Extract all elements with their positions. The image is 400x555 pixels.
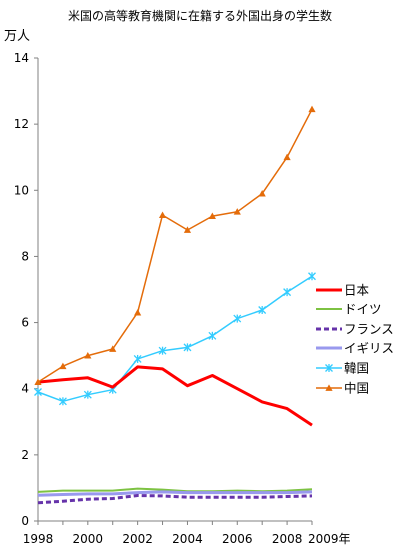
y-tick-label: 0: [21, 514, 29, 528]
y-axis-ticks: 0 2 4 6 8 10 12 14: [14, 51, 38, 528]
chart-title: 米国の高等教育機関に在籍する外国出身の学生数: [68, 8, 332, 23]
series-point: [34, 388, 42, 397]
series-point: [58, 397, 67, 406]
series-point: [83, 390, 92, 399]
series-point: [59, 362, 67, 370]
series-point: [325, 364, 333, 372]
series-point: [283, 153, 291, 161]
series-point: [283, 288, 292, 297]
y-tick-label: 12: [14, 117, 29, 131]
series-point: [134, 309, 142, 316]
y-tick-label: 2: [21, 448, 29, 462]
y-tick-label: 10: [14, 183, 29, 197]
series-point: [258, 189, 266, 197]
x-tick-label: 2008: [272, 532, 303, 546]
x-tick-label: 2002: [122, 532, 153, 546]
series-point: [84, 352, 92, 359]
series-line: [37, 365, 313, 427]
x-tick-label: 2004: [172, 532, 203, 546]
legend-label: 韓国: [344, 361, 369, 376]
x-axis-ticks: 1998 2000 2002 2004 2006 2008 2009年: [23, 521, 351, 546]
y-tick-label: 6: [21, 316, 29, 330]
series-point: [34, 378, 42, 385]
series-point: [133, 354, 142, 363]
legend-label: イギリス: [344, 341, 394, 356]
series-point: [308, 105, 316, 113]
series-line: [37, 275, 313, 403]
legend-label: 中国: [344, 381, 369, 396]
series-point: [325, 384, 333, 391]
series-lines: [34, 105, 316, 505]
y-tick-label: 4: [21, 382, 29, 396]
y-tick-label: 8: [21, 249, 29, 263]
legend-label: ドイツ: [344, 302, 382, 317]
series-point: [258, 306, 267, 315]
series-point: [208, 331, 217, 340]
y-tick-label: 14: [14, 51, 29, 65]
x-tick-label: 2009年: [308, 532, 351, 546]
series-point: [158, 346, 167, 355]
series-point: [158, 211, 167, 218]
y-axis-unit-label: 万人: [4, 29, 30, 44]
legend-label: 日本: [344, 283, 370, 298]
x-tick-label: 2000: [73, 532, 104, 546]
series-line: [37, 108, 313, 383]
series-point: [233, 208, 241, 215]
series-line: [37, 494, 313, 505]
legend-label: フランス: [344, 322, 394, 337]
series-point: [183, 343, 192, 352]
series-point: [233, 314, 242, 323]
x-tick-label: 2006: [222, 532, 253, 546]
axes: [37, 58, 312, 522]
series-point: [183, 226, 192, 233]
series-point: [308, 272, 316, 281]
series-point: [109, 345, 117, 352]
series-line: [37, 490, 313, 497]
series-point: [208, 212, 216, 219]
x-tick-label: 1998: [23, 532, 54, 546]
